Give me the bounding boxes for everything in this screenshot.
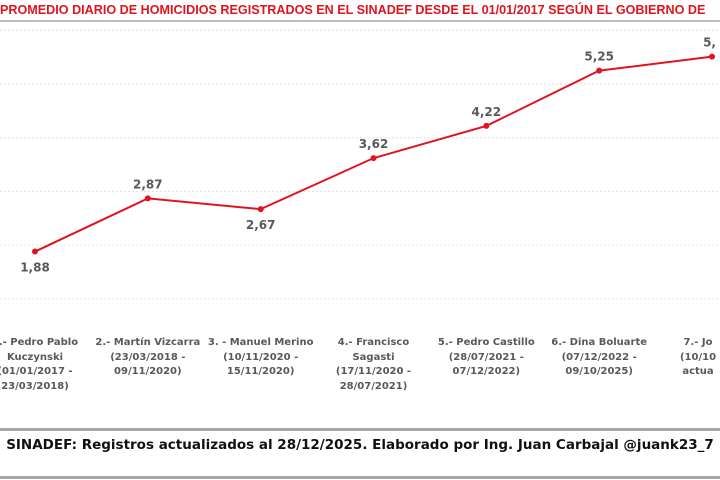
category-label-line: (01/01/2017 - [0, 366, 73, 377]
category-label: 2.- Martín Vizcarra (23/03/2018 - 09/11/20… [93, 336, 203, 380]
category-label-line: 15/11/2020) [226, 366, 295, 377]
category-label: 4.- Francisco Sagasti (17/11/2020 - 28/07/2… [319, 336, 429, 394]
category-label-line: 1.- Pedro Pablo [0, 337, 79, 348]
data-point [257, 206, 264, 213]
title-divider [0, 20, 720, 22]
category-label-line: 09/11/2020) [114, 366, 182, 377]
data-label: 3,62 [359, 137, 389, 151]
category-label-line: (17/11/2020 - [335, 366, 412, 377]
category-label-line: 28/07/2021) [339, 380, 408, 392]
category-label-line: (10/10 [679, 351, 717, 363]
category-label: 3. - Manuel Merino (10/11/2020 - 15/11/202… [206, 336, 316, 380]
data-point [144, 195, 151, 202]
category-label-line: 3. - Manuel Merino [207, 337, 314, 348]
category-label: 1.- Pedro Pablo Kuczynski (01/01/2017 - 23/… [0, 336, 90, 394]
data-label: 4,22 [472, 105, 502, 119]
category-label-line: 4.- Francisco [337, 337, 410, 348]
series-line [34, 55, 713, 253]
category-label-line: 5.- Pedro Castillo [437, 337, 535, 348]
category-label-line: actua [682, 366, 714, 377]
category-label-line: 6.- Dina Boluarte [551, 337, 648, 348]
category-label-line: (10/11/2020 - [223, 351, 299, 363]
category-label-line: Kuczynski [6, 351, 64, 363]
data-label: 2,87 [133, 177, 163, 191]
category-label-line: 07/12/2022) [452, 366, 521, 377]
data-point [483, 122, 490, 129]
data-point [370, 155, 377, 162]
data-point [596, 67, 603, 74]
category-label-line: 7.- Jo [683, 337, 713, 348]
category-label: 7.- Jo (10/10 actua [676, 336, 720, 380]
footer-divider-bottom [0, 476, 720, 479]
data-point [32, 248, 38, 255]
footer-divider-top [0, 428, 720, 431]
category-label: 6.- Dina Boluarte (07/12/2022 - 09/10/2025… [544, 336, 654, 380]
category-label-line: (23/03/2018 - [110, 351, 186, 363]
category-label-line: (28/07/2021 - [448, 351, 524, 363]
data-label: 5,25 [584, 50, 614, 64]
category-label-line: 09/10/2025) [565, 366, 633, 377]
data-label: 1,88 [20, 261, 50, 275]
category-label-line: 2.- Martín Vizcarra [95, 337, 201, 348]
chart-title: PROMEDIO DIARIO DE HOMICIDIOS REGISTRADO… [0, 3, 706, 17]
category-label-line: Sagasti [352, 351, 395, 363]
category-label: 5.- Pedro Castillo (28/07/2021 - 07/12/202… [431, 336, 541, 380]
footer-note: SINADEF: Registros actualizados al 28/12… [6, 437, 714, 453]
data-point [709, 53, 715, 60]
data-label: 2,67 [246, 218, 276, 232]
data-label: 5, [703, 36, 716, 50]
category-label-line: 23/03/2018) [1, 380, 69, 392]
category-label-line: (07/12/2022 - [561, 351, 637, 363]
